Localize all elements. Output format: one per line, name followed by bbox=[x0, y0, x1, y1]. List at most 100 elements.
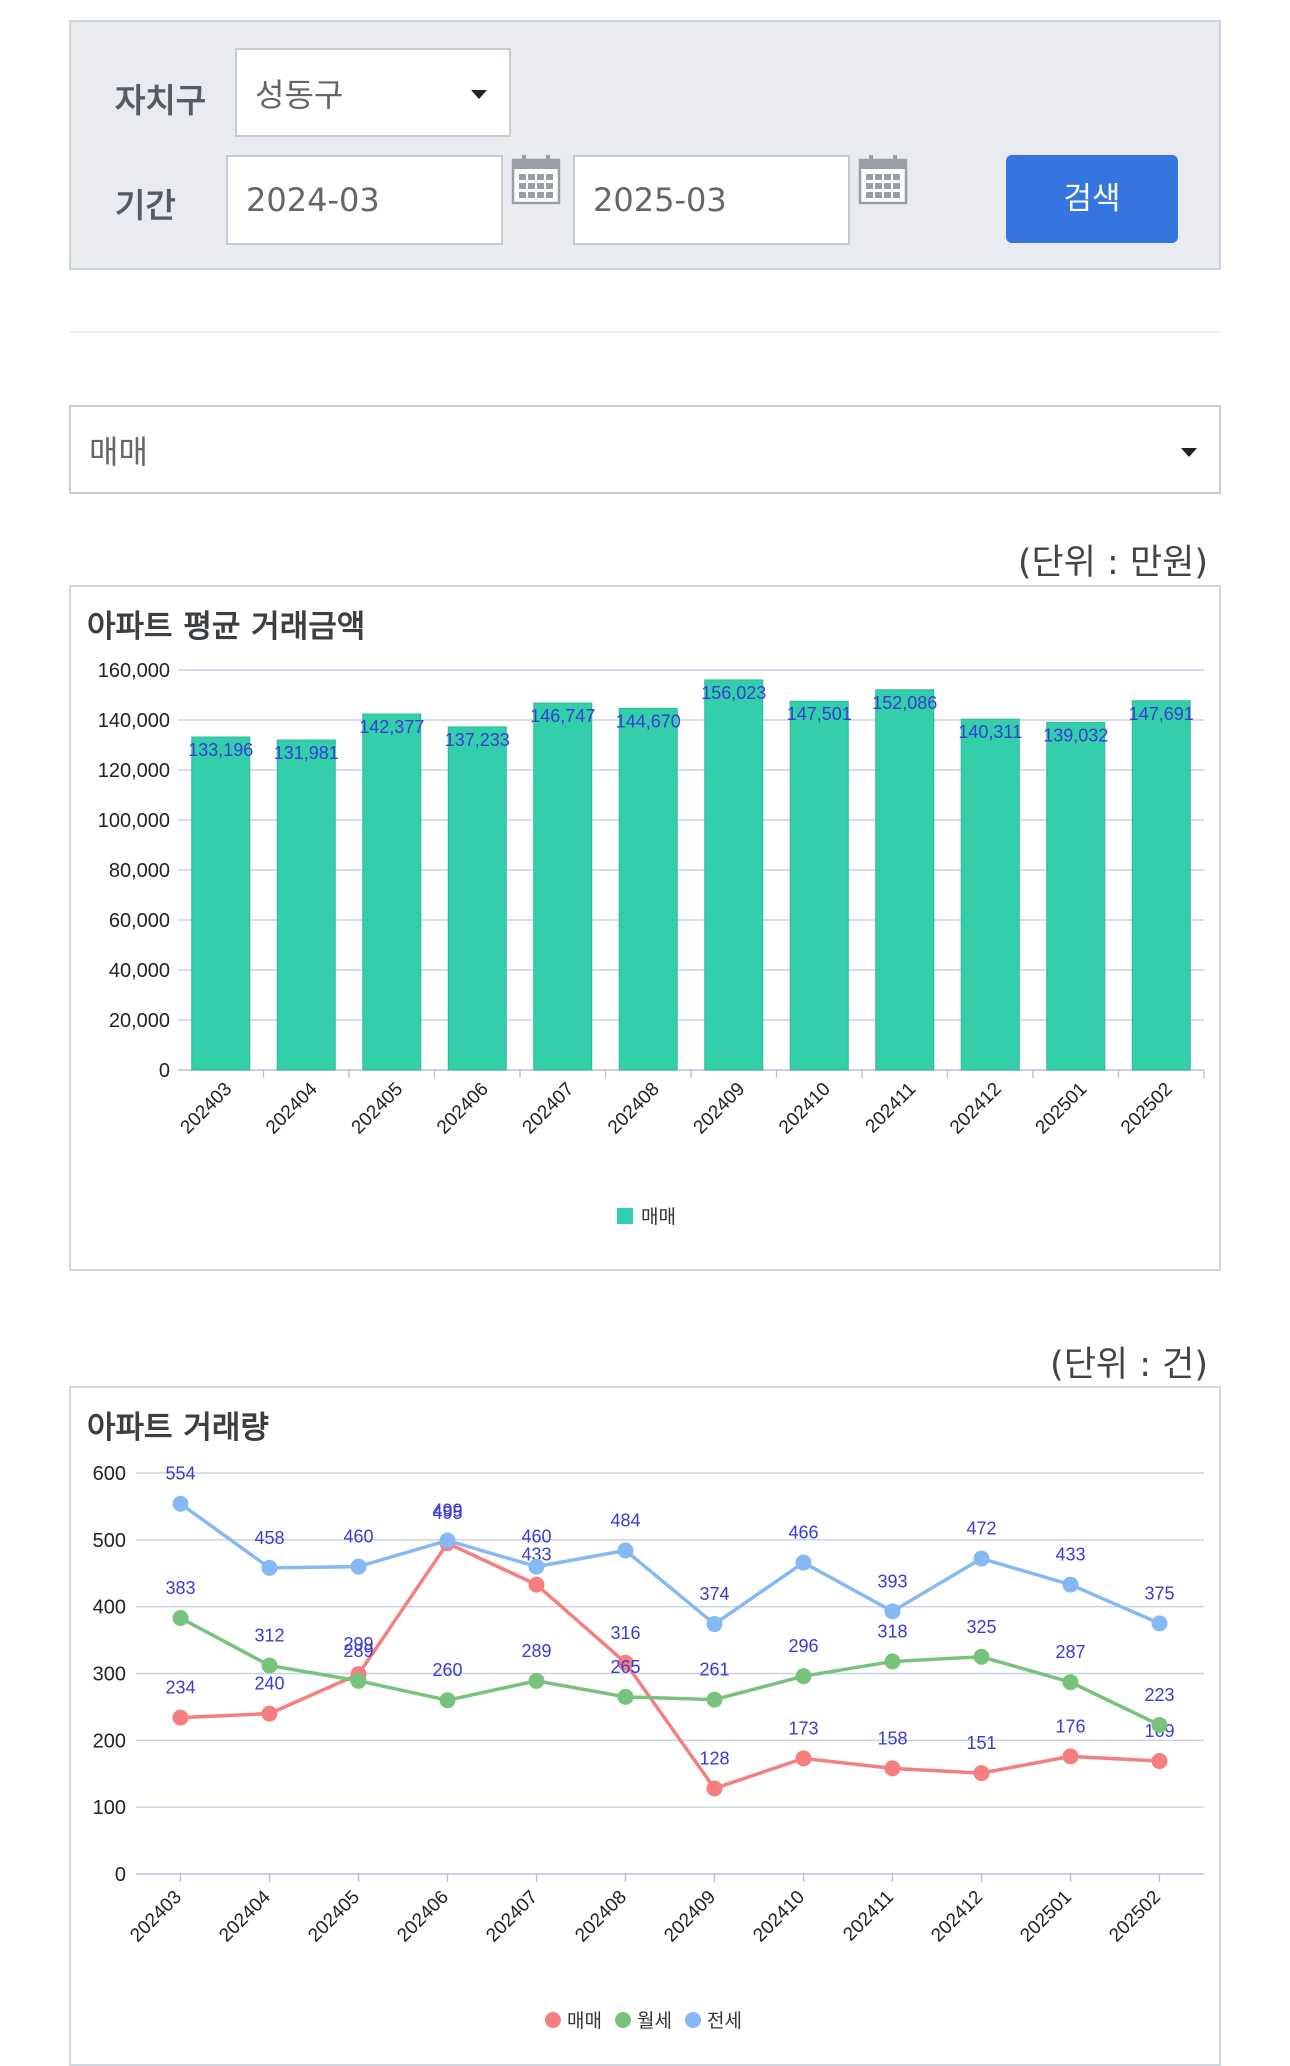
y-tick-label: 140,000 bbox=[98, 710, 170, 732]
data-label: 140,311 bbox=[958, 722, 1022, 742]
deal-type-select[interactable]: 매매 bbox=[69, 405, 1221, 494]
data-label: 472 bbox=[966, 1519, 996, 1539]
volume-unit-label: (단위 : 건) bbox=[1050, 1345, 1208, 1385]
x-tick-label: 202501 bbox=[1032, 1079, 1092, 1139]
bar bbox=[960, 718, 1020, 1071]
bar bbox=[1131, 700, 1191, 1071]
legend-label: 전세 bbox=[707, 2010, 742, 2032]
data-label: 554 bbox=[165, 1464, 195, 1484]
data-label: 287 bbox=[1055, 1642, 1085, 1662]
data-label: 173 bbox=[788, 1718, 818, 1738]
bar bbox=[447, 726, 507, 1071]
data-point bbox=[706, 1691, 723, 1708]
series-line bbox=[179, 1502, 1161, 1627]
period-label: 기간 bbox=[115, 186, 176, 225]
legend-label: 매매 bbox=[567, 2010, 602, 2032]
data-point bbox=[528, 1558, 545, 1575]
data-point bbox=[528, 1576, 545, 1593]
x-tick-label: 202406 bbox=[433, 1079, 493, 1139]
x-tick-label: 202411 bbox=[839, 1887, 898, 1946]
data-label: 128 bbox=[699, 1748, 729, 1768]
x-tick-label: 202404 bbox=[215, 1886, 275, 1946]
data-label: 265 bbox=[610, 1657, 640, 1677]
y-tick-label: 80,000 bbox=[109, 860, 170, 882]
data-label: 296 bbox=[788, 1636, 818, 1656]
x-tick-label: 202502 bbox=[1117, 1079, 1177, 1139]
series-line bbox=[179, 1616, 1161, 1727]
data-label: 316 bbox=[610, 1623, 640, 1643]
district-select[interactable]: 성동구 bbox=[235, 48, 511, 137]
price-bar-chart: 0 20,000 40,000 60,000 80,000 100,000 120,000 1… bbox=[98, 660, 1205, 1228]
x-tick-label: 202501 bbox=[1016, 1887, 1076, 1947]
x-tick-label: 202405 bbox=[304, 1887, 364, 1947]
x-tick-label: 202502 bbox=[1105, 1887, 1165, 1947]
x-tick-label: 202407 bbox=[519, 1079, 579, 1139]
bar bbox=[533, 702, 593, 1071]
x-tick-label: 202408 bbox=[604, 1079, 664, 1139]
bar bbox=[618, 707, 678, 1071]
y-tick-label: 60,000 bbox=[109, 910, 170, 932]
x-tick-label: 202409 bbox=[690, 1079, 750, 1139]
y-tick-label: 100,000 bbox=[98, 810, 170, 832]
data-label: 260 bbox=[432, 1660, 462, 1680]
x-tick-label: 202409 bbox=[660, 1887, 720, 1947]
data-point bbox=[350, 1672, 367, 1689]
data-label: 484 bbox=[610, 1511, 640, 1531]
data-label: 139,032 bbox=[1043, 725, 1108, 745]
data-point bbox=[350, 1558, 367, 1575]
data-point bbox=[617, 1654, 634, 1671]
data-label: 133,196 bbox=[188, 740, 253, 760]
data-point bbox=[795, 1554, 812, 1571]
data-label: 158 bbox=[877, 1728, 907, 1748]
data-point bbox=[617, 1688, 634, 1705]
data-point bbox=[706, 1780, 723, 1797]
chevron-down-icon bbox=[471, 90, 487, 99]
start-month-input[interactable]: 2024-03 bbox=[226, 155, 503, 245]
legend-swatch bbox=[617, 1208, 633, 1224]
data-label: 458 bbox=[254, 1528, 284, 1548]
calendar-icon[interactable] bbox=[858, 153, 908, 205]
data-label: 495 bbox=[432, 1503, 462, 1523]
data-label: 499 bbox=[432, 1501, 462, 1521]
y-tick-label: 300 bbox=[93, 1664, 126, 1686]
district-label: 자치구 bbox=[115, 81, 207, 120]
bar bbox=[789, 700, 849, 1071]
x-tick-label: 202410 bbox=[775, 1079, 835, 1139]
data-label: 318 bbox=[877, 1621, 907, 1641]
volume-chart-panel: 아파트 거래량 0 100 200 300 400 500 600 202403 202404 2… bbox=[69, 1386, 1221, 2066]
data-label: 393 bbox=[877, 1571, 907, 1591]
data-point bbox=[261, 1657, 278, 1674]
data-point bbox=[884, 1653, 901, 1670]
data-point bbox=[261, 1559, 278, 1576]
y-tick-label: 400 bbox=[93, 1597, 126, 1619]
data-label: 151 bbox=[966, 1733, 996, 1753]
bar bbox=[276, 739, 336, 1071]
legend-label: 월세 bbox=[637, 2010, 672, 2032]
data-point bbox=[973, 1648, 990, 1665]
x-tick-label: 202407 bbox=[482, 1887, 542, 1947]
data-label: 466 bbox=[788, 1523, 818, 1543]
data-point bbox=[261, 1705, 278, 1722]
start-month-value: 2024-03 bbox=[246, 181, 380, 219]
y-tick-label: 600 bbox=[93, 1463, 126, 1485]
data-point bbox=[1151, 1753, 1168, 1770]
data-point bbox=[172, 1495, 189, 1512]
data-label: 374 bbox=[699, 1584, 729, 1604]
data-label: 131,981 bbox=[274, 743, 339, 763]
series-line bbox=[180, 1540, 1160, 1791]
price-unit-label: (단위 : 만원) bbox=[1017, 543, 1208, 583]
deal-type-value: 매매 bbox=[89, 432, 148, 471]
search-button[interactable]: 검색 bbox=[1006, 155, 1178, 243]
data-point bbox=[439, 1532, 456, 1549]
calendar-icon[interactable] bbox=[511, 153, 561, 205]
data-point bbox=[172, 1610, 189, 1627]
x-tick-label: 202410 bbox=[749, 1887, 809, 1947]
data-point bbox=[1062, 1674, 1079, 1691]
end-month-input[interactable]: 2025-03 bbox=[573, 155, 850, 245]
volume-chart-title: 아파트 거래량 bbox=[87, 1410, 269, 1446]
x-tick-label: 202412 bbox=[927, 1887, 987, 1947]
x-tick-label: 202408 bbox=[571, 1887, 631, 1947]
bar bbox=[1046, 721, 1106, 1071]
data-label: 146,747 bbox=[530, 706, 595, 726]
y-tick-label: 200 bbox=[93, 1730, 126, 1752]
